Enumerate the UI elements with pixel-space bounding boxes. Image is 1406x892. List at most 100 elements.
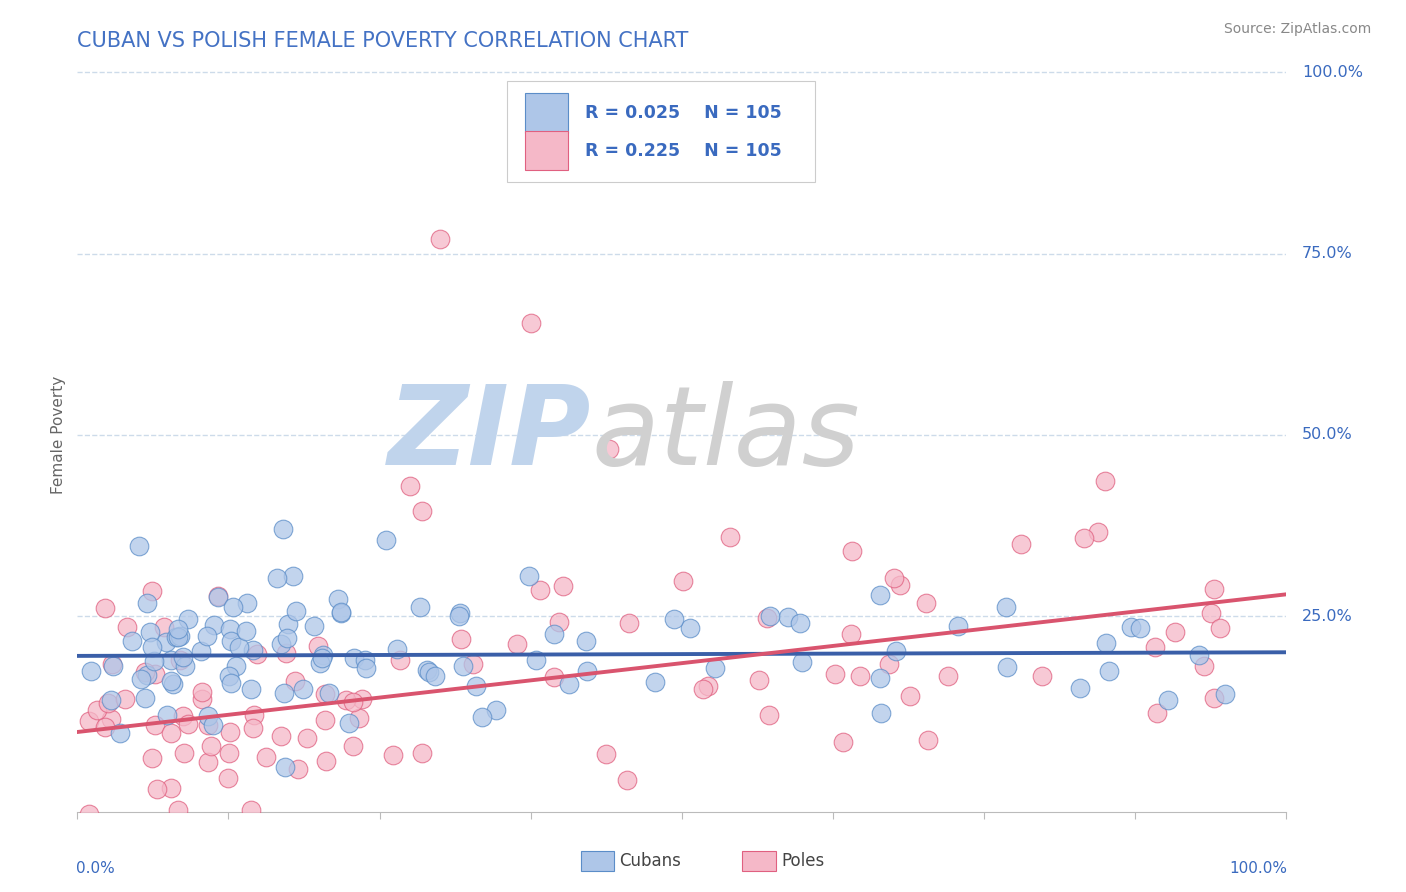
Point: [129, 672, 152, 686]
Point: [314, 713, 336, 727]
Point: [450, 632, 472, 647]
Point: [543, 670, 565, 684]
Point: [415, 663, 437, 677]
Point: [287, 762, 309, 776]
Point: [143, 666, 166, 681]
Point: [889, 578, 911, 592]
Point: [177, 717, 200, 731]
Point: [354, 653, 377, 667]
Point: [1094, 474, 1116, 488]
Point: [347, 711, 370, 725]
Point: [548, 615, 571, 629]
Point: [529, 582, 551, 597]
Point: [1129, 621, 1152, 635]
Point: [271, 522, 294, 536]
Point: [219, 676, 242, 690]
Point: [1146, 706, 1168, 720]
Point: [460, 826, 482, 840]
Point: [218, 669, 240, 683]
Point: [177, 612, 200, 626]
Point: [869, 588, 891, 602]
Point: [207, 589, 229, 603]
Point: [169, 653, 191, 667]
Point: [449, 606, 471, 620]
Point: [276, 631, 298, 645]
Point: [165, 630, 187, 644]
Point: [1192, 659, 1215, 673]
Point: [664, 613, 686, 627]
Point: [485, 703, 508, 717]
Point: [217, 771, 239, 785]
Point: [94, 601, 117, 615]
Point: [461, 657, 484, 671]
Point: [411, 504, 433, 518]
Point: [342, 695, 364, 709]
Point: [273, 686, 295, 700]
Point: [77, 714, 100, 728]
Point: [342, 739, 364, 754]
Point: [790, 655, 813, 669]
Text: atlas: atlas: [592, 382, 860, 488]
Point: [256, 750, 278, 764]
Point: [318, 686, 340, 700]
Text: 75.0%: 75.0%: [1302, 246, 1353, 261]
Point: [314, 687, 336, 701]
Point: [429, 232, 451, 246]
Point: [326, 591, 349, 606]
Point: [197, 718, 219, 732]
Point: [138, 624, 160, 639]
Point: [159, 673, 181, 688]
Point: [218, 725, 240, 739]
FancyBboxPatch shape: [524, 131, 568, 170]
Point: [162, 677, 184, 691]
Point: [219, 634, 242, 648]
Point: [869, 671, 891, 685]
Point: [672, 574, 695, 589]
Point: [917, 732, 939, 747]
Point: [141, 584, 163, 599]
Point: [946, 619, 969, 633]
Point: [121, 634, 143, 648]
Point: [471, 710, 494, 724]
Text: 100.0%: 100.0%: [1302, 65, 1364, 80]
Point: [409, 599, 432, 614]
Point: [385, 642, 408, 657]
Point: [1204, 582, 1226, 596]
Point: [558, 677, 581, 691]
Point: [758, 707, 780, 722]
Point: [270, 637, 292, 651]
Point: [644, 674, 666, 689]
Point: [97, 696, 120, 710]
Point: [995, 660, 1018, 674]
Point: [886, 643, 908, 657]
Point: [166, 630, 188, 644]
Point: [849, 668, 872, 682]
Point: [703, 661, 725, 675]
Point: [465, 679, 488, 693]
Point: [718, 530, 741, 544]
Point: [543, 627, 565, 641]
Point: [236, 596, 259, 610]
Point: [141, 751, 163, 765]
Point: [110, 726, 132, 740]
Point: [520, 316, 543, 330]
Point: [309, 656, 332, 670]
Point: [225, 659, 247, 673]
Point: [159, 780, 181, 795]
Point: [266, 571, 288, 585]
Text: 50.0%: 50.0%: [1302, 427, 1353, 442]
Point: [692, 681, 714, 696]
Point: [696, 679, 718, 693]
Point: [169, 629, 191, 643]
Point: [1209, 621, 1232, 635]
Point: [277, 616, 299, 631]
Point: [388, 653, 411, 667]
Point: [245, 647, 267, 661]
Point: [354, 661, 377, 675]
Point: [222, 600, 245, 615]
Point: [218, 746, 240, 760]
Point: [575, 634, 598, 648]
Point: [153, 619, 176, 633]
Point: [228, 640, 250, 654]
Text: R = 0.025    N = 105: R = 0.025 N = 105: [585, 104, 782, 122]
